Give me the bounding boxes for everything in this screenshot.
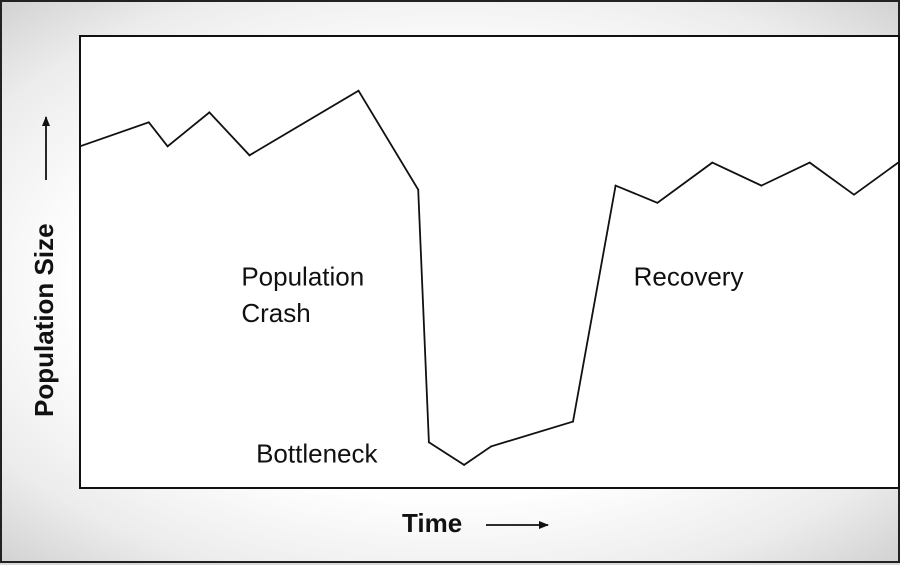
data-point — [357, 89, 360, 92]
data-point — [427, 441, 430, 444]
population-series-line — [79, 89, 899, 466]
annotation-group: Population Crash Bottleneck Recovery — [241, 262, 743, 469]
annotation-recovery: Recovery — [634, 262, 744, 292]
data-point — [711, 161, 714, 164]
data-point — [248, 154, 251, 157]
plot-area — [79, 35, 900, 489]
data-point — [166, 145, 169, 148]
data-point — [79, 145, 81, 148]
annotation-crash: Crash — [241, 298, 310, 328]
data-point — [760, 184, 763, 187]
data-point — [808, 161, 811, 164]
data-point — [897, 161, 900, 164]
data-point — [656, 201, 659, 204]
data-point — [490, 445, 493, 448]
y-axis-title: Population Size — [29, 223, 59, 417]
annotation-population: Population — [241, 262, 364, 292]
x-axis-title: Time — [402, 508, 462, 538]
data-point — [572, 420, 574, 423]
data-point — [208, 111, 211, 114]
data-point — [147, 121, 150, 124]
annotation-bottleneck: Bottleneck — [256, 439, 378, 469]
data-point — [853, 193, 855, 196]
data-point — [417, 188, 420, 191]
data-point — [463, 464, 466, 466]
data-point — [614, 184, 617, 187]
